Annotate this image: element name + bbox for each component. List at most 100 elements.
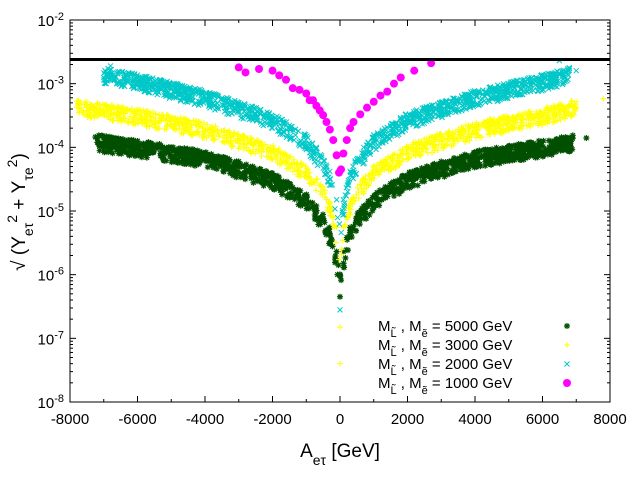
data-point [147, 142, 154, 149]
data-point [560, 147, 567, 154]
data-point [452, 101, 459, 108]
data-point [177, 114, 184, 121]
data-point [246, 167, 253, 174]
data-point [125, 149, 132, 156]
data-point [488, 121, 495, 128]
data-point [313, 207, 320, 214]
data-point [463, 106, 469, 112]
data-point [250, 166, 257, 173]
y-tick-label: 10-7 [38, 329, 64, 348]
data-point [130, 118, 137, 125]
data-point [537, 140, 544, 147]
data-point [559, 68, 566, 74]
data-point [533, 83, 540, 90]
data-point [510, 142, 517, 149]
data-point [362, 212, 369, 219]
data-point [432, 169, 439, 176]
data-point [543, 118, 550, 125]
data-point [366, 211, 373, 218]
data-point [470, 101, 477, 108]
data-point [344, 216, 351, 223]
data-point [128, 145, 135, 152]
data-point [141, 146, 148, 153]
data-point [473, 131, 480, 138]
data-point [230, 170, 237, 177]
data-point [185, 91, 192, 97]
data-point [143, 154, 150, 161]
data-point [328, 182, 334, 189]
data-point [175, 157, 182, 164]
data-point [489, 146, 496, 153]
data-point [270, 145, 277, 152]
data-point [356, 110, 365, 119]
data-point [369, 207, 376, 214]
data-point [315, 158, 321, 165]
data-point [443, 98, 450, 105]
data-point [287, 164, 294, 171]
data-point [282, 159, 289, 166]
data-point [175, 118, 182, 125]
data-point [276, 147, 283, 154]
data-point [203, 153, 210, 160]
data-point [338, 229, 345, 236]
data-point [566, 67, 572, 74]
data-point [241, 68, 250, 77]
data-point [471, 156, 478, 163]
data-point [319, 111, 328, 120]
data-point [156, 76, 163, 83]
data-point [252, 150, 259, 157]
data-point [252, 139, 259, 146]
data-point [255, 64, 263, 73]
data-point [392, 181, 399, 188]
data-point [125, 78, 131, 85]
data-point [568, 112, 575, 119]
x-tick-label: -2000 [253, 411, 291, 428]
data-point [138, 154, 145, 161]
data-point [186, 118, 193, 125]
data-point [111, 77, 118, 84]
data-point [147, 148, 154, 155]
data-point [104, 110, 111, 117]
data-point [286, 180, 293, 187]
data-point [487, 159, 494, 166]
data-point [156, 118, 163, 125]
data-point [240, 105, 247, 111]
data-point [524, 143, 531, 150]
data-point [563, 141, 570, 148]
data-point [521, 89, 528, 96]
data-point [476, 147, 483, 154]
data-point [540, 137, 547, 144]
x-tick-label: 8000 [593, 411, 626, 428]
data-point [181, 145, 188, 152]
legend-entry-2000: ML̃ , Mẽ = 2000 GeV [378, 356, 570, 378]
data-point [308, 179, 315, 186]
data-point [350, 175, 357, 182]
data-point [524, 75, 531, 82]
data-point [332, 151, 341, 160]
y-tick-label: 10-3 [38, 75, 64, 94]
data-point [509, 123, 516, 130]
data-point [600, 95, 607, 102]
data-point [182, 150, 189, 157]
data-point [468, 131, 475, 138]
data-point [188, 122, 195, 129]
data-point [135, 120, 142, 127]
data-point [425, 117, 432, 124]
data-point [302, 89, 311, 98]
legend-marker [564, 361, 570, 367]
data-point [394, 155, 401, 162]
data-point [549, 147, 556, 154]
data-point [505, 144, 512, 151]
data-point [340, 260, 347, 267]
data-point [217, 162, 224, 169]
data-point [208, 157, 215, 164]
data-point [114, 112, 121, 119]
data-point [267, 147, 274, 154]
data-point [272, 155, 279, 162]
data-point [552, 112, 559, 119]
data-point [404, 112, 411, 119]
data-point [540, 143, 547, 150]
data-point [235, 99, 242, 106]
data-point [467, 103, 474, 109]
data-point [89, 101, 96, 108]
